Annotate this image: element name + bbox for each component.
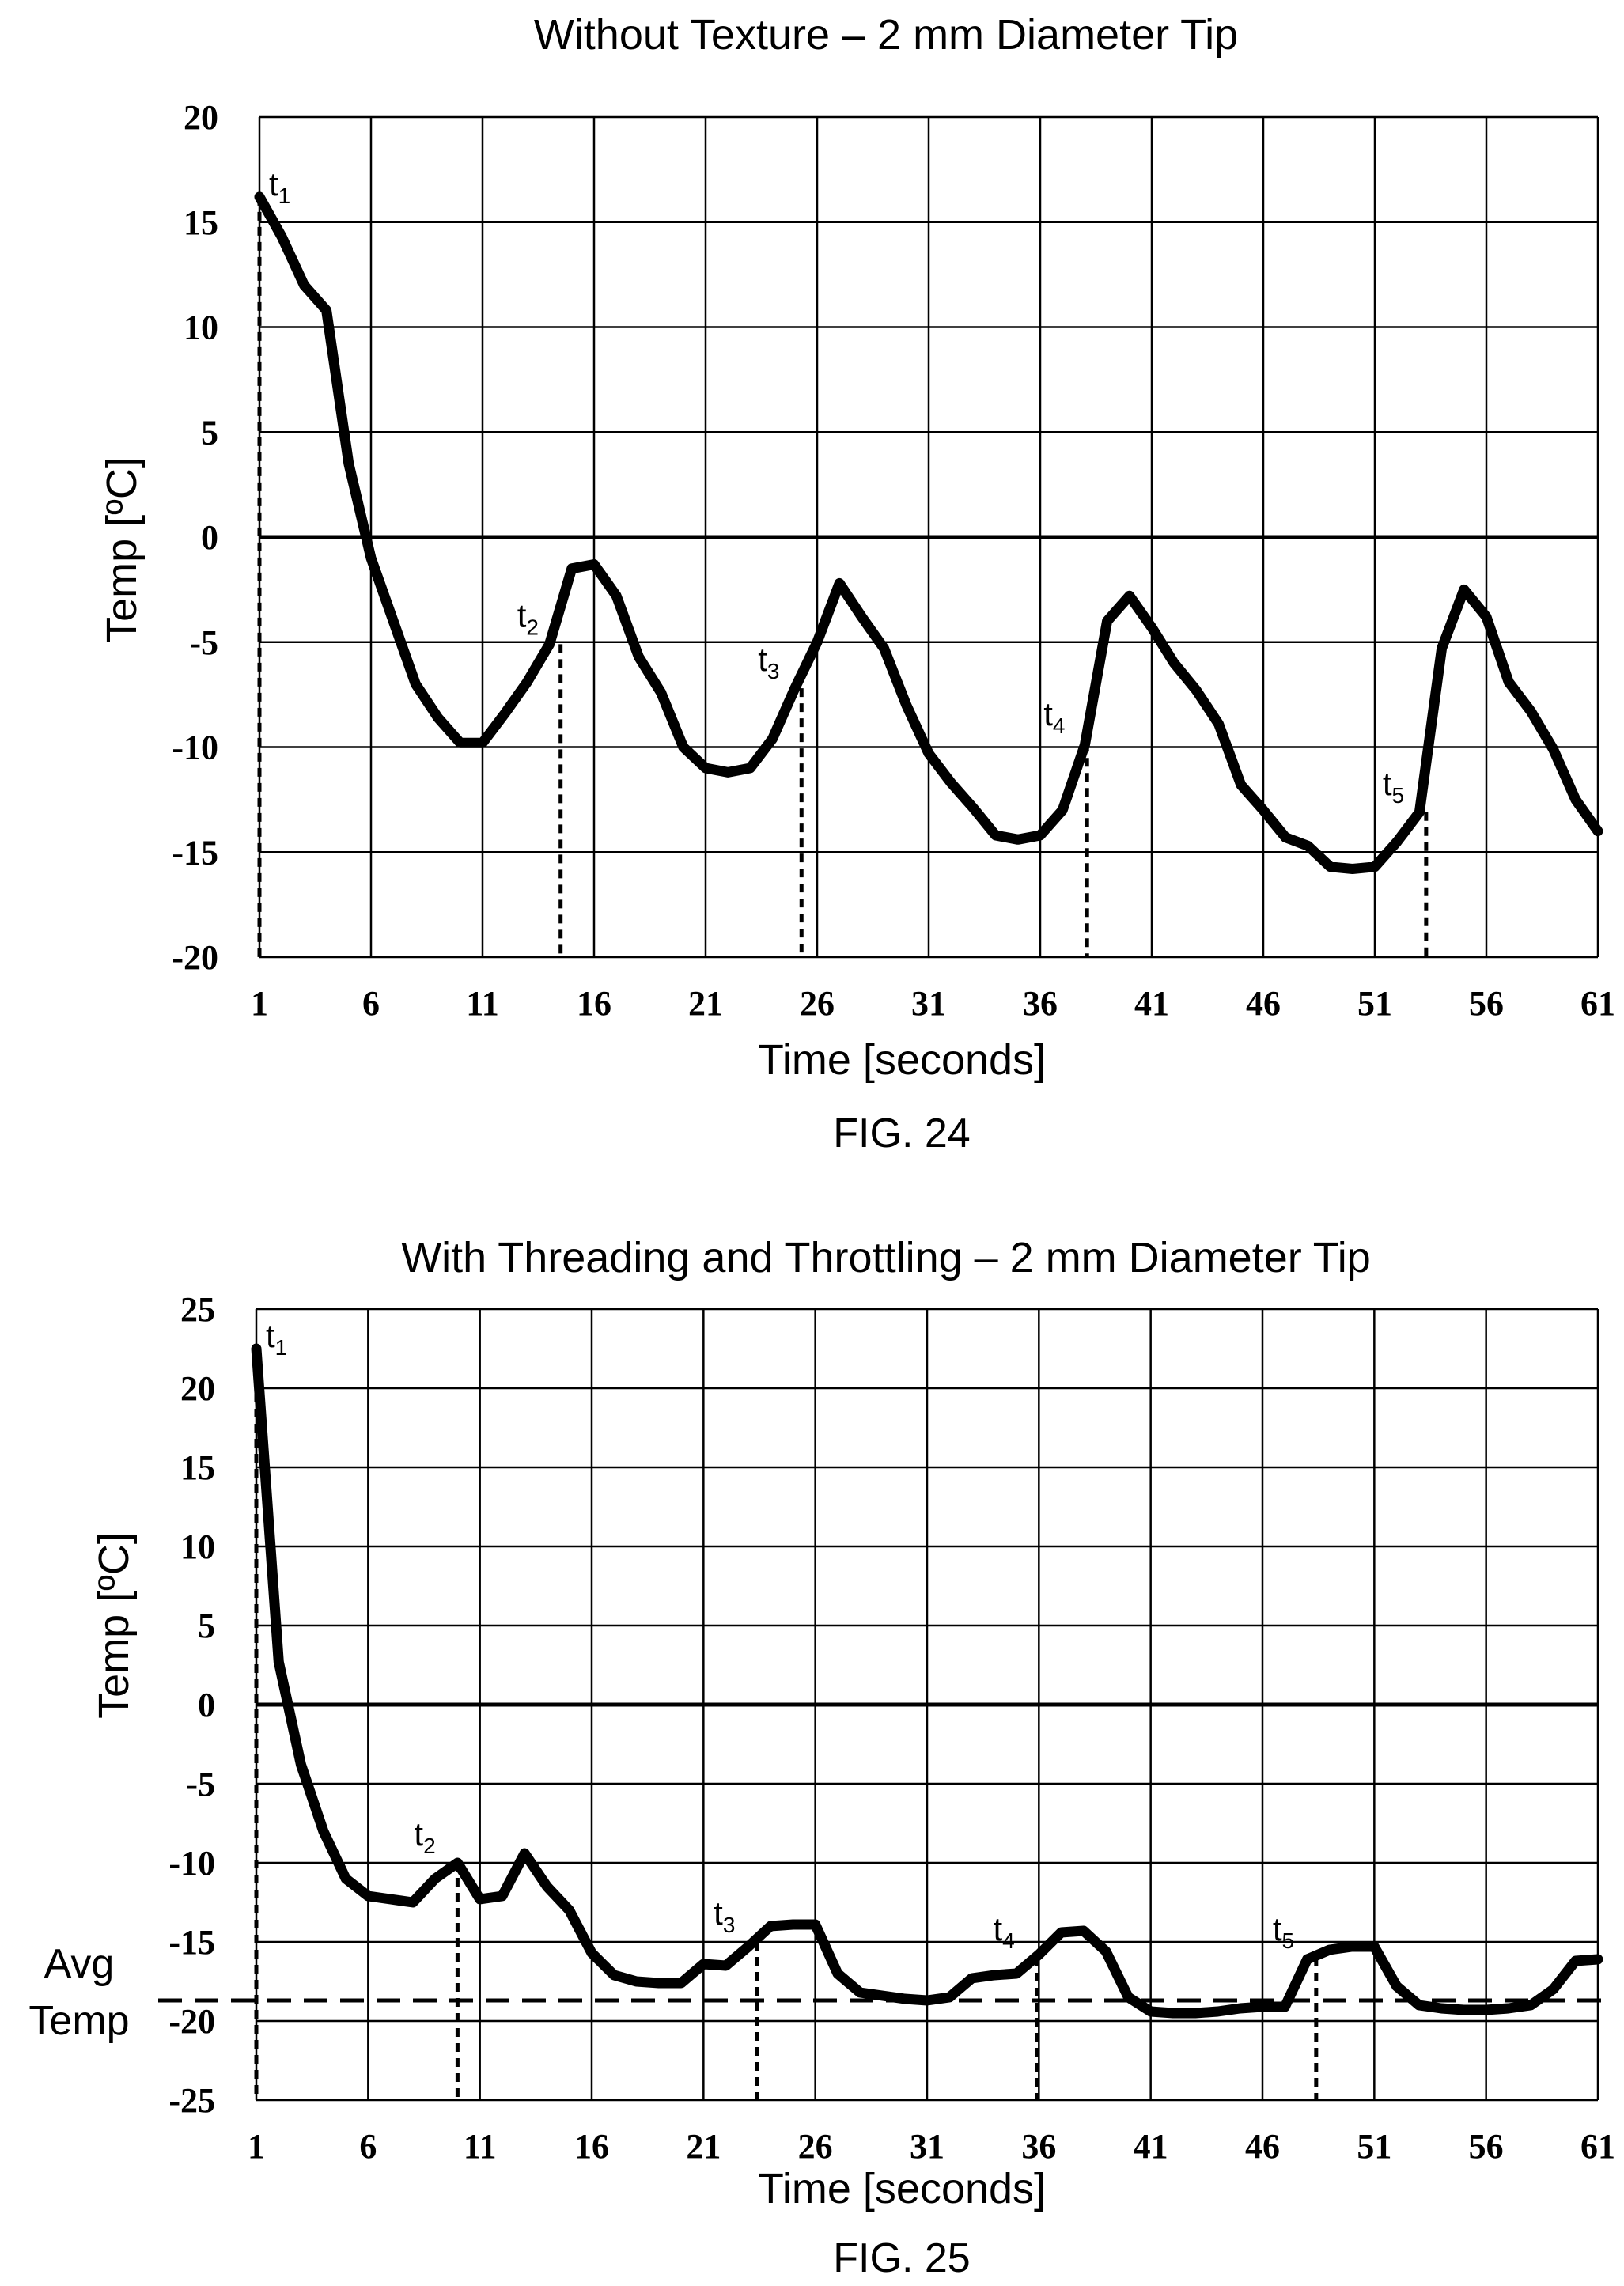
y-axis-title: Temp [ºC] (98, 456, 146, 643)
x-tick-label: 46 (1245, 2127, 1280, 2166)
x-tick-label: 16 (577, 984, 611, 1023)
avg-temp-label-line2: Temp (28, 1998, 129, 2044)
x-tick-label: 31 (911, 984, 946, 1023)
temperature-series-line (254, 191, 1603, 874)
x-tick-label: 1 (251, 984, 268, 1023)
chart-fig-25: With Threading and Throttling – 2 mm Dia… (28, 1234, 1615, 2281)
time-marker-label: t5 (1383, 765, 1404, 808)
x-tick-label: 46 (1246, 984, 1281, 1023)
x-tick-label: 21 (688, 984, 723, 1023)
chart-title: With Threading and Throttling – 2 mm Dia… (401, 1234, 1371, 1281)
x-tick-label: 51 (1357, 2127, 1391, 2166)
time-marker-label: t4 (1043, 695, 1065, 738)
y-tick-label: -5 (186, 1765, 215, 1803)
time-marker-label: t5 (1273, 1910, 1294, 1953)
y-tick-label: 25 (180, 1290, 215, 1329)
x-tick-label: 26 (798, 2127, 833, 2166)
time-marker-label: t1 (269, 165, 290, 208)
time-markers: t1 t2 t3 t4 t5 (269, 165, 1404, 808)
y-tick-label: -5 (189, 623, 218, 662)
gridlines (255, 1308, 1599, 2102)
x-tick-label: 31 (910, 2127, 944, 2166)
y-tick-label: 15 (180, 1448, 215, 1487)
chart-title: Without Texture – 2 mm Diameter Tip (534, 11, 1238, 59)
marker-drop-lines (257, 196, 1429, 957)
y-tick-label: 20 (184, 98, 218, 137)
y-tick-label: 10 (180, 1527, 215, 1566)
x-tick-label: 11 (464, 2127, 497, 2166)
y-tick-label: -10 (172, 729, 218, 767)
y-tick-label: 5 (198, 1607, 215, 1645)
x-tick-label: 6 (362, 984, 380, 1023)
y-tick-label: 0 (201, 518, 218, 557)
x-tick-labels: 1 6 11 16 21 26 31 36 41 46 51 56 61 (251, 984, 1615, 1023)
x-tick-label: 11 (466, 984, 499, 1023)
y-tick-label: -25 (168, 2081, 215, 2120)
y-tick-label: 0 (198, 1686, 215, 1724)
x-tick-label: 26 (800, 984, 835, 1023)
time-marker-label: t3 (714, 1894, 735, 1937)
x-tick-label: 16 (574, 2127, 609, 2166)
x-tick-label: 36 (1023, 984, 1058, 1023)
x-tick-label: 56 (1469, 2127, 1504, 2166)
x-tick-label: 1 (248, 2127, 265, 2166)
x-tick-label: 36 (1021, 2127, 1056, 2166)
time-marker-label: t4 (994, 1910, 1015, 1953)
x-tick-label: 61 (1580, 2127, 1615, 2166)
y-tick-label: -20 (172, 938, 218, 977)
y-tick-label: 10 (184, 308, 218, 347)
time-markers: t1 t2 t3 t4 t5 (266, 1317, 1294, 1953)
x-tick-label: 51 (1357, 984, 1392, 1023)
y-tick-label: -15 (172, 833, 218, 872)
y-tick-label: -20 (168, 2002, 215, 2041)
gridlines (258, 115, 1599, 959)
y-tick-label: 20 (180, 1369, 215, 1408)
marker-drop-lines (254, 1349, 1319, 2100)
chart-fig-24: Without Texture – 2 mm Diameter Tip 2015… (98, 11, 1615, 1156)
y-tick-labels: 25 20 15 10 5 0 -5 -10 -15 -20 -25 (168, 1290, 215, 2120)
x-tick-label: 41 (1134, 2127, 1168, 2166)
x-axis-title: Time [seconds] (758, 1036, 1046, 1084)
time-marker-label: t3 (758, 641, 779, 683)
temperature-series-line (251, 1343, 1603, 2019)
x-tick-label: 41 (1134, 984, 1169, 1023)
time-marker-label: t2 (414, 1815, 435, 1858)
y-tick-label: -15 (168, 1923, 215, 1962)
y-axis-title: Temp [ºC] (90, 1532, 138, 1719)
y-tick-label: 5 (201, 413, 218, 452)
y-tick-label: 15 (184, 203, 218, 242)
x-axis-title: Time [seconds] (758, 2165, 1046, 2212)
y-tick-labels: 20 15 10 5 0 -5 -10 -15 -20 (172, 98, 218, 977)
x-tick-label: 6 (359, 2127, 377, 2166)
x-tick-labels: 1 6 11 16 21 26 31 36 41 46 51 56 61 (248, 2127, 1615, 2166)
x-tick-label: 61 (1580, 984, 1615, 1023)
time-marker-label: t1 (266, 1317, 287, 1360)
x-tick-label: 56 (1469, 984, 1504, 1023)
figure-label: FIG. 25 (833, 2235, 970, 2281)
time-marker-label: t2 (517, 596, 539, 639)
y-tick-label: -10 (168, 1844, 215, 1883)
avg-temp-label-line1: Avg (44, 1941, 115, 1987)
x-tick-label: 21 (686, 2127, 721, 2166)
figure-label: FIG. 24 (833, 1111, 970, 1156)
